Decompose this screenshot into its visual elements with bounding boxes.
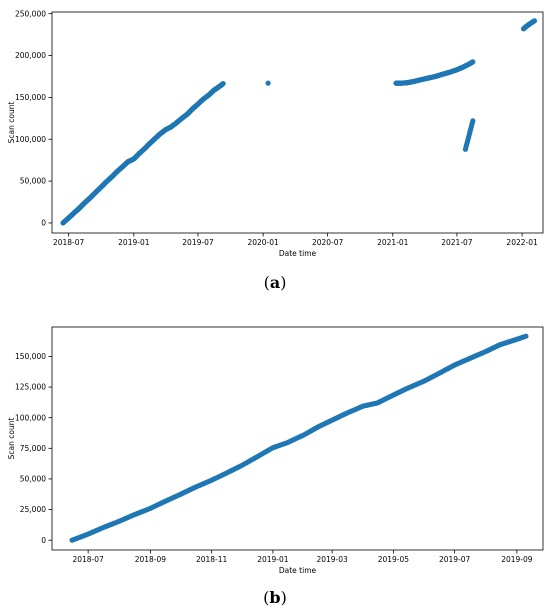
x-tick-label: 2019-07 [182,238,214,247]
y-tick-label: 25,000 [20,505,46,514]
y-tick-label: 200,000 [15,51,46,60]
data-point [219,81,226,87]
y-tick-label: 125,000 [15,383,46,392]
x-tick-label: 2019-05 [378,555,410,564]
y-tick-label: 100,000 [15,135,46,144]
x-tick-label: 2018-09 [135,555,167,564]
y-tick-label: 150,000 [15,352,46,361]
x-tick-label: 2019-01 [257,555,289,564]
x-tick-label: 2019-01 [118,238,150,247]
data-point [469,59,475,65]
chart-a: 2018-07 2019-01 2019-07 2020-01 2020-07 2021-… [7,9,544,258]
y-tick-label: 0 [41,219,46,228]
y-axis-label: Scan count [7,418,16,460]
data-point [469,120,475,126]
x-axis-label: Date time [279,566,317,575]
y-tick-label: 250,000 [15,9,46,18]
x-tick-label: 2020-01 [247,238,279,247]
x-tick-label: 2018-07 [72,555,104,564]
y-tick-label: 75,000 [20,444,46,453]
x-tick-label: 2019-07 [439,555,471,564]
x-tick-label: 2018-07 [53,238,85,247]
x-tick-label: 2018-11 [196,555,228,564]
y-tick-label: 50,000 [20,475,46,484]
chart-b: 2018-07 2018-09 2018-11 2019-01 2019-03 2019-… [7,326,544,575]
x-tick-label: 2020-07 [312,238,344,247]
caption-a: (a) [264,273,287,292]
data-point [265,80,271,86]
y-tick-label: 150,000 [15,93,46,102]
y-axis-label: Scan count [7,102,16,144]
caption-b: (b) [263,588,287,607]
x-tick-label: 2022-01 [506,238,538,247]
x-tick-label: 2021-01 [377,238,409,247]
x-tick-label: 2019-09 [501,555,533,564]
x-tick-label: 2019-03 [316,555,348,564]
y-tick-label: 0 [41,536,46,545]
y-tick-label: 50,000 [20,177,46,186]
data-point [521,334,528,340]
plot-frame [51,326,544,551]
y-tick-label: 100,000 [15,413,46,422]
plot-frame [51,11,544,234]
x-tick-label: 2021-07 [441,238,473,247]
x-axis-label: Date time [279,249,317,258]
data-point [531,18,537,24]
